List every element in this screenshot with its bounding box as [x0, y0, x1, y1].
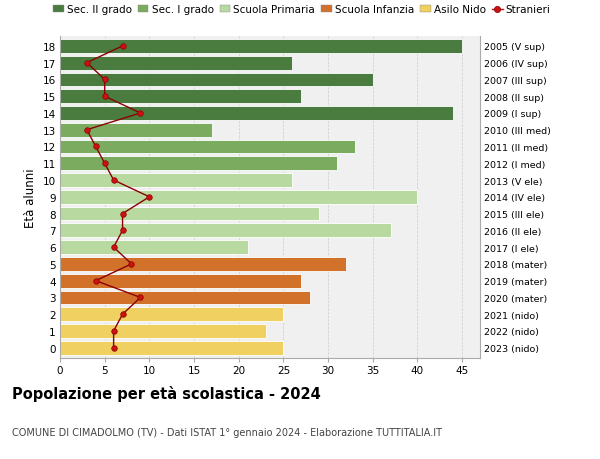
Legend: Sec. II grado, Sec. I grado, Scuola Primaria, Scuola Infanzia, Asilo Nido, Stran: Sec. II grado, Sec. I grado, Scuola Prim…	[53, 5, 551, 15]
Bar	[60, 123, 212, 137]
Bar	[60, 90, 301, 104]
Bar	[60, 341, 283, 355]
Bar	[60, 207, 319, 221]
Bar	[60, 174, 292, 187]
Bar	[60, 56, 292, 70]
Bar	[60, 157, 337, 171]
Bar	[60, 40, 462, 54]
Bar	[60, 241, 248, 254]
Bar	[60, 274, 301, 288]
Bar	[60, 224, 391, 238]
Bar	[60, 291, 310, 305]
Text: Popolazione per età scolastica - 2024: Popolazione per età scolastica - 2024	[12, 386, 321, 402]
Bar	[60, 257, 346, 271]
Bar	[60, 107, 453, 121]
Bar	[60, 73, 373, 87]
Bar	[60, 190, 418, 204]
Text: COMUNE DI CIMADOLMO (TV) - Dati ISTAT 1° gennaio 2024 - Elaborazione TUTTITALIA.: COMUNE DI CIMADOLMO (TV) - Dati ISTAT 1°…	[12, 427, 442, 437]
Bar	[60, 325, 266, 338]
Y-axis label: Età alunni: Età alunni	[24, 168, 37, 227]
Bar	[60, 140, 355, 154]
Bar	[60, 308, 283, 321]
